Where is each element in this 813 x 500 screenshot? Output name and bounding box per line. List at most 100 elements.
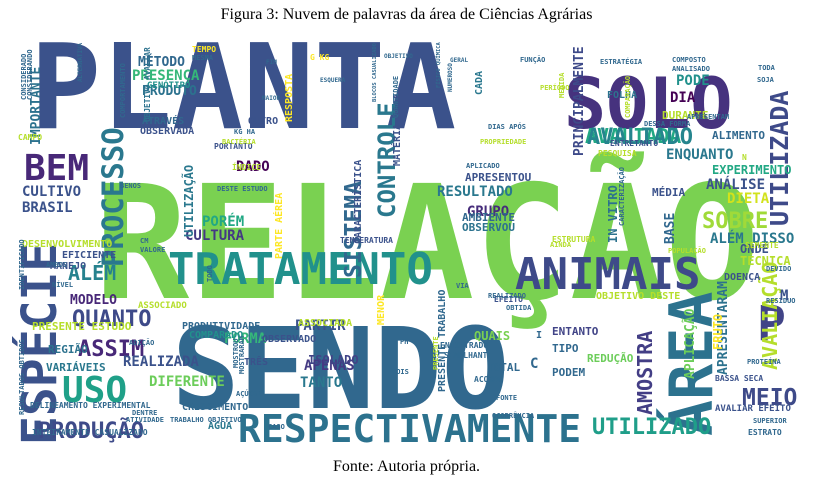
- cloud-word-principalmente: PRINCIPALMENTE: [572, 46, 587, 156]
- cloud-word-semente: SEMENTE: [745, 241, 779, 250]
- cloud-word-relacao: RELAÇÃO: [94, 150, 760, 336]
- cloud-word-considerado: CONSIDERADO: [20, 54, 28, 100]
- cloud-word-avaliacao: AVALIAÇÃO: [758, 262, 782, 370]
- cloud-word-objetivo: OBJETIVO: [384, 53, 413, 60]
- cloud-word-bacteria: BACTÉRIA: [222, 137, 257, 146]
- cloud-word-delineamento-experimental: DELINEAMENTO EXPERIMENTAL: [30, 401, 151, 410]
- cloud-word-comportamento: COMPORTAMENTO: [119, 63, 127, 118]
- cloud-word-partir: PARTIR: [295, 318, 346, 334]
- cloud-word-dessa-forma: DESSA FORMA: [644, 120, 691, 128]
- cloud-word-temperatura: TEMPERATURA: [340, 236, 393, 245]
- cloud-word-tratamento: TRATAMENTO: [168, 244, 433, 295]
- cloud-word-nivel: NÍVEL: [52, 280, 73, 289]
- cloud-word-encontrado: ENCONTRADO: [440, 341, 488, 350]
- cloud-word-toda: TODA: [758, 64, 776, 72]
- cloud-word-composto: COMPOSTO: [672, 56, 706, 64]
- cloud-word-dado: DADO: [236, 159, 270, 175]
- cloud-word-onde: ONDE: [740, 242, 769, 256]
- cloud-word-comparado: COMPARADO: [189, 330, 243, 341]
- cloud-word-planta: PLANTA: [30, 40, 456, 156]
- cloud-word-geral: GERAL: [450, 57, 468, 64]
- cloud-word-dias-apos: DIAS APÓS: [488, 122, 526, 131]
- cloud-word-observado: OBSERVADO: [262, 334, 316, 345]
- cloud-word-soja: SOJA: [757, 76, 775, 84]
- cloud-word-avaliado: AVALIADO: [587, 125, 693, 150]
- cloud-word-observada: OBSERVADA: [140, 126, 194, 137]
- cloud-word-estrategia: ESTRATÉGIA: [600, 57, 643, 66]
- cloud-word-produto: PRODUTO: [142, 84, 197, 99]
- cloud-word-deste-estudo: DESTE ESTUDO: [217, 185, 268, 193]
- cloud-word-avaliada: AVALIADA: [585, 124, 681, 148]
- cloud-word-diferente: DIFERENTE: [149, 374, 225, 390]
- cloud-word-realizado: REALIZADO: [488, 292, 526, 300]
- cloud-word-sistema: SISTEMA: [341, 181, 367, 278]
- cloud-word-tanto: TANTO: [300, 375, 342, 391]
- cloud-word-proteina: PROTEÍNA: [747, 357, 782, 366]
- cloud-word-apresentaram: APRESENTARAM: [716, 281, 731, 375]
- cloud-word-mostraram: MOSTRARAM: [238, 336, 246, 374]
- cloud-word-tempo: TEMPO: [192, 45, 216, 54]
- cloud-word-alternativa: ALTERNATIVA: [78, 42, 84, 82]
- cloud-word-parte-aerea: PARTE AÉREA: [272, 193, 285, 259]
- cloud-word-alem-disso: ALÉM DISSO: [710, 230, 794, 247]
- cloud-word-m: M: [780, 288, 788, 304]
- cloud-word-sendo: SENDO: [172, 305, 509, 435]
- cloud-word-cultura: CULTURA: [185, 228, 245, 244]
- cloud-word-associado: ASSOCIADO: [138, 301, 187, 311]
- cloud-word-respectivamente: RESPECTIVAMENTE: [238, 407, 581, 445]
- cloud-word-considerando: CONSIDERANDO: [26, 49, 34, 100]
- cloud-word-analisado: ANALISADO: [672, 65, 710, 73]
- cloud-word-solo: SOLO: [564, 63, 733, 145]
- cloud-word-maior: MAIOR: [262, 95, 280, 102]
- cloud-word-g-kg: G KG: [310, 53, 329, 62]
- cloud-word-ocorrencia: OCORRÊNCIA: [492, 411, 535, 420]
- cloud-word-materia-seca: MATÉRIA SECA: [390, 94, 403, 166]
- cloud-word-alimento: ALIMENTO: [712, 129, 765, 142]
- cloud-word-via: VIA: [456, 282, 469, 290]
- cloud-word-efeito: EFEITO: [494, 295, 523, 304]
- cloud-word-medida: MEDIDA: [558, 72, 566, 98]
- cloud-word-ainda: AINDA: [550, 241, 572, 249]
- cloud-word-podem: PODEM: [552, 366, 585, 379]
- cloud-word-avaliar-efeito: AVALIAR EFEITO: [715, 404, 791, 414]
- cloud-word-pode: PODE: [676, 73, 710, 89]
- cloud-word-cm: CM: [140, 237, 148, 245]
- cloud-word-n: N: [742, 153, 747, 162]
- cloud-word-reducao: REDUÇÃO: [587, 352, 634, 365]
- cloud-word-funcao: FUNÇÃO: [520, 55, 545, 64]
- cloud-word-kg-ha: KG HA: [234, 128, 256, 136]
- cloud-word-entanto: ENTANTO: [552, 325, 599, 338]
- cloud-word-presente: PRESENTE: [432, 336, 440, 370]
- cloud-word-bem: BEM: [24, 148, 89, 189]
- cloud-word-tecnica: TÉCNICA: [740, 253, 791, 268]
- cloud-word-agua: ÁGUA: [208, 419, 232, 432]
- cloud-word-ambiente: AMBIENTE: [462, 211, 515, 224]
- cloud-word-apenas: APENAS: [304, 358, 355, 374]
- cloud-word-semelhante: SEMELHANTE: [444, 351, 492, 360]
- cloud-word-portanto: PORTANTO: [214, 142, 253, 151]
- cloud-word-fisico-quimica: FÍSICO QUÍMICA: [434, 41, 442, 88]
- cloud-word-tres: TRÊS: [244, 355, 268, 368]
- cloud-word-modelo: MODELO: [70, 293, 117, 308]
- cloud-word-apresentam: APRESENTAM: [687, 113, 729, 121]
- cloud-word-pesquisa: PESQUISA: [598, 149, 637, 158]
- cloud-word-folha: FOLHA: [607, 90, 637, 101]
- cloud-word-associada: ASSOCIADA: [298, 318, 352, 329]
- cloud-word-realizada: REALIZADA: [123, 354, 199, 370]
- cloud-word-quantidade: QUANTIDADE: [392, 76, 400, 118]
- cloud-word-caracterizacao: CARACTERIZAÇÃO: [617, 167, 626, 226]
- cloud-word-utilizado: UTILIZADO: [592, 415, 711, 440]
- cloud-word-esquera: ESQUERA: [320, 77, 346, 84]
- cloud-word-metodo: MÉTODO: [138, 54, 185, 70]
- cloud-word-todo: TODO: [206, 265, 214, 282]
- cloud-word-animais: ANIMAIS: [515, 249, 700, 300]
- cloud-word-atividade: ATIVIDADE: [126, 416, 164, 424]
- cloud-word-regiao: REGIÃO: [48, 343, 88, 356]
- word-cloud: PLANTA RELAÇÃO SENDO SOLO TRATAMENTO RESPECTI…: [12, 40, 802, 445]
- cloud-word-acordo: ACORDO: [474, 375, 503, 384]
- cloud-word-especie: ESPÉCIE: [12, 243, 68, 445]
- cloud-word-controle: CONTROLE: [373, 102, 401, 218]
- cloud-word-estrato: ESTRATO: [748, 428, 782, 437]
- cloud-word-aplicacao: APLICAÇÃO: [682, 308, 698, 379]
